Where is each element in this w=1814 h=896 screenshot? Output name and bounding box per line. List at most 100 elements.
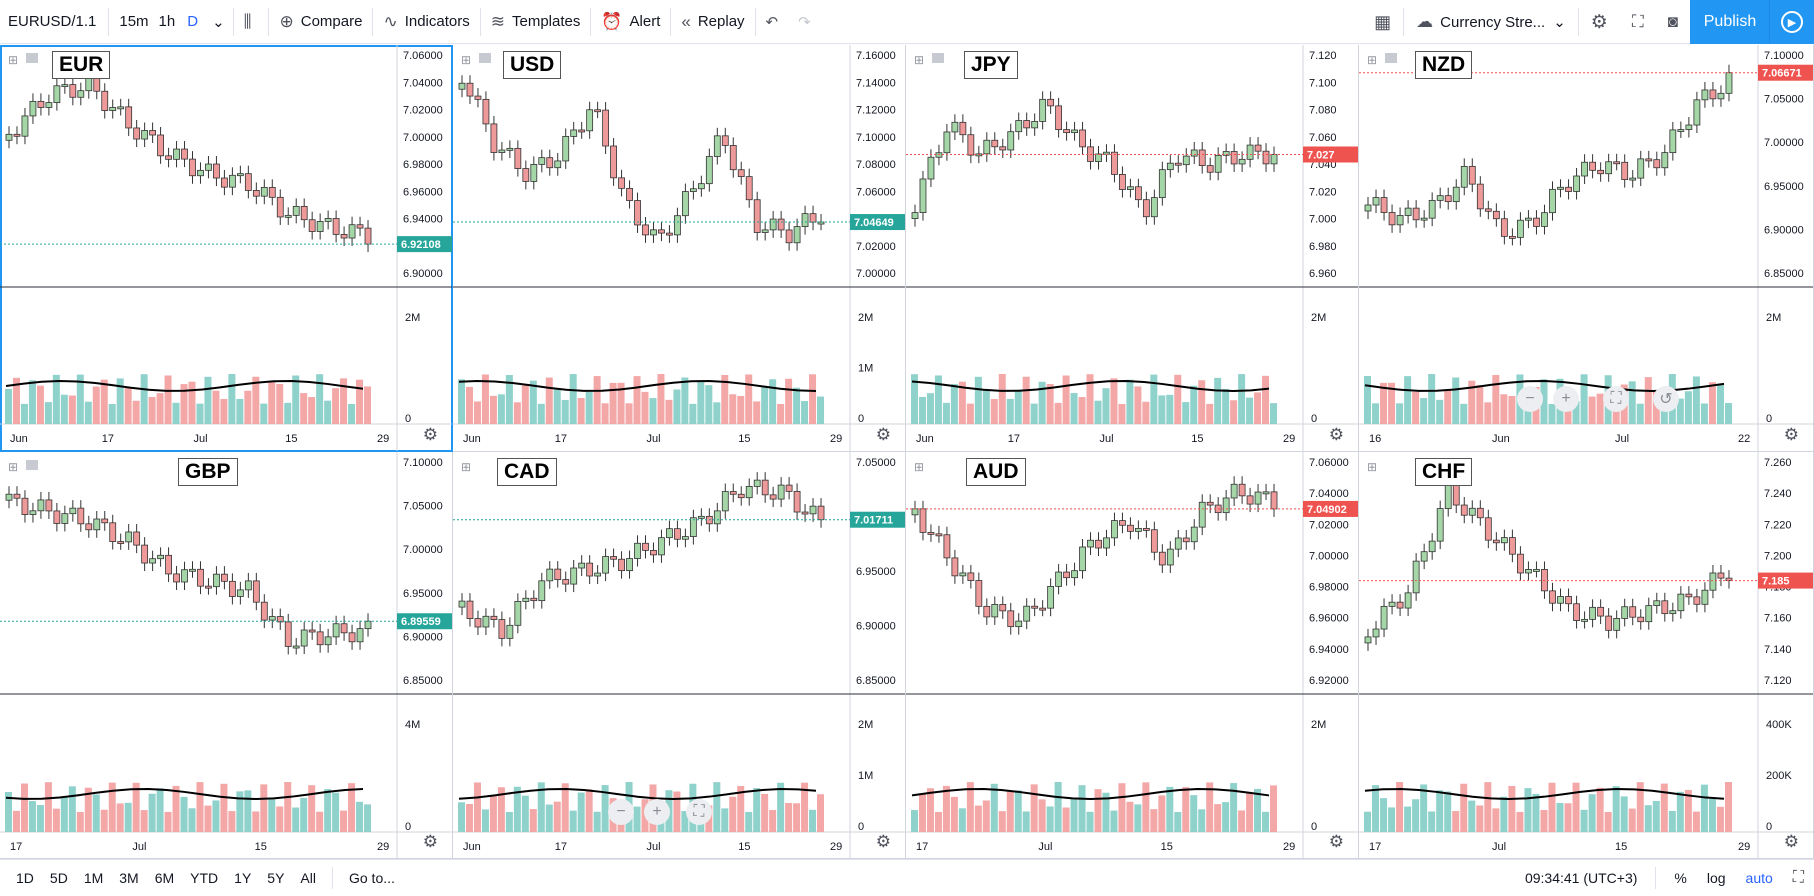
gear-icon[interactable]: ⚙ — [1328, 425, 1344, 444]
range-6m[interactable]: 6M — [154, 870, 175, 886]
candle — [785, 484, 793, 492]
candle — [1254, 144, 1262, 152]
fit-screen-button[interactable]: ⛶ — [1603, 386, 1629, 412]
range-all[interactable]: All — [300, 870, 316, 886]
pane-title: EUR — [52, 51, 111, 79]
auto-toggle[interactable]: auto — [1745, 870, 1773, 886]
volume-bar — [1238, 810, 1246, 832]
chart-pane-nzd[interactable]: 7.10000 7.05000 7.00000 6.95000 6.90000 6.850… — [1359, 45, 1814, 452]
flag-icon[interactable] — [26, 53, 38, 63]
candle — [1246, 144, 1254, 160]
pane-add-icon[interactable]: ⊞ — [914, 460, 925, 474]
flag-icon[interactable] — [1385, 53, 1397, 63]
range-5d[interactable]: 5D — [49, 870, 68, 886]
flag-icon[interactable] — [932, 53, 944, 63]
chart-canvas[interactable]: 7.10000 7.05000 7.00000 6.95000 6.90000 6.850… — [0, 452, 453, 859]
fit-screen-button[interactable]: ⛶ — [686, 799, 712, 825]
compare-button[interactable]: ⊕ Compare — [279, 11, 363, 31]
log-toggle[interactable]: log — [1706, 870, 1726, 886]
undo-button[interactable]: ↶ — [756, 0, 789, 44]
date-tick: 29 — [830, 433, 842, 445]
candle — [594, 572, 602, 577]
chart-pane-usd[interactable]: 7.16000 7.14000 7.12000 7.10000 7.08000 7.060… — [453, 45, 906, 452]
chart-pane-aud[interactable]: 7.06000 7.04000 7.02000 7.00000 6.98000 6.960… — [906, 452, 1359, 859]
gear-icon[interactable]: ⚙ — [1783, 832, 1799, 851]
price-tick: 6.98000 — [403, 159, 443, 171]
volume-tick: 0 — [1766, 413, 1772, 425]
pane-add-icon[interactable]: ⊞ — [8, 460, 19, 474]
templates-button[interactable]: ≋ Templates — [490, 11, 581, 31]
volume-bar — [1094, 400, 1102, 424]
gear-icon[interactable]: ⚙ — [422, 425, 438, 444]
fullscreen-button[interactable]: ⛶ — [1620, 0, 1656, 44]
publish-menu-button[interactable]: ▶ — [1769, 0, 1814, 44]
chart-canvas[interactable]: 7.050007.000006.950006.900006.850002M1M0… — [453, 452, 906, 859]
redo-button[interactable]: ↷ — [788, 0, 821, 44]
range-5y[interactable]: 5Y — [267, 870, 285, 886]
publish-button[interactable]: Publish — [1690, 0, 1770, 44]
date-tick: Jul — [194, 433, 208, 445]
replay-button[interactable]: «Replay — [681, 11, 745, 31]
reset-button[interactable]: ↺ — [1653, 386, 1679, 412]
gear-icon[interactable]: ⚙ — [875, 425, 891, 444]
fullscreen-icon[interactable]: ⛶ — [1792, 869, 1804, 886]
goto-button[interactable]: Go to... — [348, 870, 395, 886]
layout-grid-button[interactable]: ▦ — [1362, 0, 1403, 44]
chart-pane-eur[interactable]: 7.06000 7.04000 7.02000 7.00000 6.98000 6.960… — [0, 45, 453, 452]
indicators-button[interactable]: ∿ Indicators — [383, 11, 470, 31]
volume-bar — [244, 390, 252, 424]
pane-add-icon[interactable]: ⊞ — [461, 460, 472, 474]
flag-icon[interactable] — [26, 460, 38, 470]
range-3m[interactable]: 3M — [119, 870, 139, 886]
chart-canvas[interactable]: 7.1207.1007.0807.0607.0407.0207.0006.980… — [906, 45, 1359, 452]
candle — [316, 631, 324, 646]
volume-bar — [1030, 784, 1038, 832]
interval-15m[interactable]: 15m — [119, 13, 149, 30]
gear-icon[interactable]: ⚙ — [422, 832, 438, 851]
volume-bar — [1158, 795, 1166, 832]
pane-add-icon[interactable]: ⊞ — [461, 53, 472, 67]
interval-dropdown-icon[interactable]: ⌄ — [212, 13, 225, 31]
snapshot-button[interactable]: ◙ — [1656, 0, 1690, 44]
zoom-out-button[interactable]: − — [608, 799, 634, 825]
chart-canvas[interactable]: 7.10000 7.05000 7.00000 6.95000 6.90000 6.850… — [1359, 45, 1814, 452]
chart-style-button[interactable]: ⫼ — [234, 0, 269, 44]
volume-bar — [585, 391, 593, 424]
range-1m[interactable]: 1M — [83, 870, 104, 886]
gear-icon[interactable]: ⚙ — [1328, 832, 1344, 851]
candle — [1119, 520, 1126, 526]
chart-canvas[interactable]: 7.16000 7.14000 7.12000 7.10000 7.08000 7.060… — [453, 45, 906, 452]
gear-icon[interactable]: ⚙ — [1783, 425, 1799, 444]
alert-button[interactable]: ⏰ Alert — [601, 11, 661, 31]
layout-name-button[interactable]: ☁ Currency Stre... ⌄ — [1416, 12, 1566, 31]
zoom-in-button[interactable]: + — [1553, 386, 1579, 412]
volume-bar — [1086, 811, 1094, 832]
chart-canvas[interactable]: 7.2607.2407.2207.2007.1807.1607.1407.120… — [1359, 452, 1814, 859]
range-1y[interactable]: 1Y — [234, 870, 252, 886]
pane-add-icon[interactable]: ⊞ — [8, 53, 19, 67]
symbol-search[interactable]: EURUSD/1.1 — [8, 13, 97, 30]
gear-icon[interactable]: ⚙ — [875, 832, 891, 851]
chart-pane-chf[interactable]: 7.2607.2407.2207.2007.1807.1607.1407.120… — [1359, 452, 1814, 859]
interval-d[interactable]: D — [187, 13, 199, 30]
flag-icon[interactable] — [479, 53, 491, 63]
candle — [530, 597, 538, 602]
interval-1h[interactable]: 1h — [158, 13, 176, 30]
pane-add-icon[interactable]: ⊞ — [1367, 53, 1378, 67]
chart-pane-jpy[interactable]: 7.120 7.100 7.080 7.060 7.040 7.020 7.000 6.980… — [906, 45, 1359, 452]
chart-canvas[interactable]: 7.06000 7.04000 7.02000 7.00000 6.98000 6.960… — [906, 452, 1359, 859]
pane-add-icon[interactable]: ⊞ — [914, 53, 925, 67]
candle — [1581, 618, 1588, 622]
date-tick: 29 — [1738, 841, 1750, 853]
volume-bar — [689, 403, 697, 424]
chart-pane-gbp[interactable]: 7.10000 7.05000 7.00000 6.95000 6.90000 6.850… — [0, 452, 453, 859]
percent-toggle[interactable]: % — [1674, 870, 1687, 886]
range-1d[interactable]: 1D — [16, 870, 34, 886]
range-ytd[interactable]: YTD — [190, 870, 219, 886]
zoom-in-button[interactable]: + — [644, 799, 670, 825]
settings-button[interactable]: ⚙ — [1579, 0, 1620, 44]
chart-canvas[interactable]: 7.06000 7.04000 7.02000 7.00000 6.98000 6.960… — [0, 45, 453, 452]
zoom-out-button[interactable]: − — [1517, 386, 1543, 412]
chart-pane-cad[interactable]: 7.050007.000006.950006.900006.850002M1M0… — [453, 452, 906, 859]
pane-add-icon[interactable]: ⊞ — [1367, 460, 1378, 474]
